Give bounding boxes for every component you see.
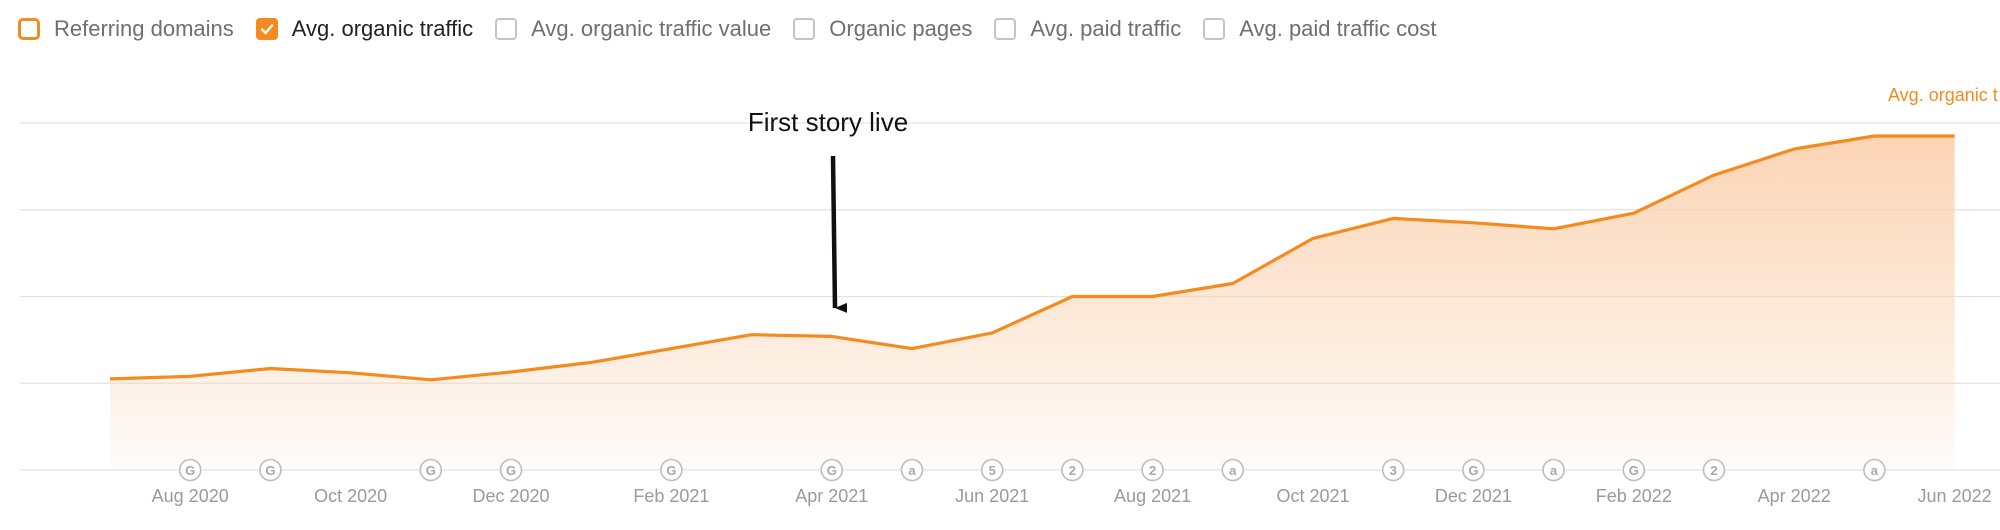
toggle-avg-organic-traffic-value[interactable]: Avg. organic traffic value [495,17,771,41]
series-area [110,136,1955,470]
event-marker[interactable]: 2 [1141,458,1164,482]
annotation-arrow [830,155,848,313]
x-tick-label: Jun 2021 [955,486,1029,506]
x-tick-label: Feb 2021 [633,486,709,506]
avg-organic-traffic-label: Avg. organic traffic [291,16,474,41]
svg-text:2: 2 [1149,463,1156,478]
event-marker[interactable]: G [499,458,523,482]
event-marker[interactable]: 2 [1702,458,1726,482]
event-marker[interactable]: 2 [1061,458,1084,482]
avg-paid-traffic-label: Avg. paid traffic [1030,16,1182,41]
event-marker[interactable]: G [178,458,202,482]
series-label: Avg. organic t [1888,85,1998,105]
x-tick-label: Apr 2022 [1758,486,1831,506]
avg-organic-traffic-value-label: Avg. organic traffic value [531,16,772,41]
event-marker[interactable]: 5 [980,458,1004,482]
x-tick-label: Apr 2021 [795,486,868,506]
svg-text:3: 3 [1390,463,1397,478]
svg-text:G: G [827,463,837,478]
metric-toolbar: Referring domains Avg. organic traffic A… [18,14,1459,44]
svg-text:G: G [185,463,195,478]
avg-paid-traffic-checkbox[interactable] [994,18,1017,40]
svg-text:G: G [666,463,676,478]
x-tick-label: Dec 2020 [472,486,549,506]
x-tick-label: Jun 2022 [1918,486,1992,506]
series-line [109,134,1955,382]
x-tick-label: Oct 2020 [314,486,387,506]
event-marker[interactable]: G [259,458,282,482]
svg-text:2: 2 [1710,463,1717,478]
organic-pages-checkbox[interactable] [793,18,816,40]
avg-organic-traffic-checkbox[interactable] [255,18,278,40]
event-marker[interactable]: G [419,458,443,482]
svg-text:5: 5 [989,463,996,478]
annotation-text: First story live [748,107,908,137]
event-marker[interactable]: a [900,458,924,482]
svg-text:a: a [1550,463,1558,478]
referring-domains-label: Referring domains [54,16,234,41]
event-marker[interactable]: 3 [1381,458,1405,482]
svg-text:G: G [265,463,275,478]
svg-text:G: G [1468,463,1478,478]
x-tick-label: Feb 2022 [1596,486,1672,506]
checkmark-icon [260,24,273,35]
event-marker[interactable]: G [1622,458,1646,482]
event-marker[interactable]: a [1863,458,1886,482]
avg-paid-traffic-cost-label: Avg. paid traffic cost [1239,16,1437,41]
svg-text:a: a [908,463,916,478]
event-marker[interactable]: G [820,458,844,482]
avg-organic-traffic-value-checkbox[interactable] [495,18,518,40]
x-tick-label: Dec 2021 [1435,486,1512,506]
avg-paid-traffic-cost-checkbox[interactable] [1203,18,1226,40]
toggle-organic-pages[interactable]: Organic pages [793,17,972,41]
svg-text:G: G [1629,463,1639,478]
toggle-avg-paid-traffic-cost[interactable]: Avg. paid traffic cost [1203,16,1437,41]
svg-text:a: a [1229,463,1237,478]
organic-pages-label: Organic pages [829,16,973,41]
event-marker[interactable]: a [1221,458,1245,482]
svg-text:a: a [1871,463,1879,478]
x-tick-label: Aug 2020 [152,486,229,506]
event-marker[interactable]: G [660,458,683,482]
referring-domains-checkbox[interactable] [18,18,40,40]
svg-text:2: 2 [1069,463,1076,478]
event-marker[interactable]: a [1542,458,1565,482]
toggle-avg-paid-traffic[interactable]: Avg. paid traffic [994,17,1181,41]
event-marker[interactable]: G [1462,458,1485,482]
toggle-referring-domains[interactable]: Referring domains [18,17,234,41]
svg-text:G: G [506,463,516,478]
x-tick-label: Oct 2021 [1276,486,1349,506]
x-tick-label: Aug 2021 [1114,486,1191,506]
svg-text:G: G [426,463,436,478]
toggle-avg-organic-traffic[interactable]: Avg. organic traffic [255,16,474,41]
